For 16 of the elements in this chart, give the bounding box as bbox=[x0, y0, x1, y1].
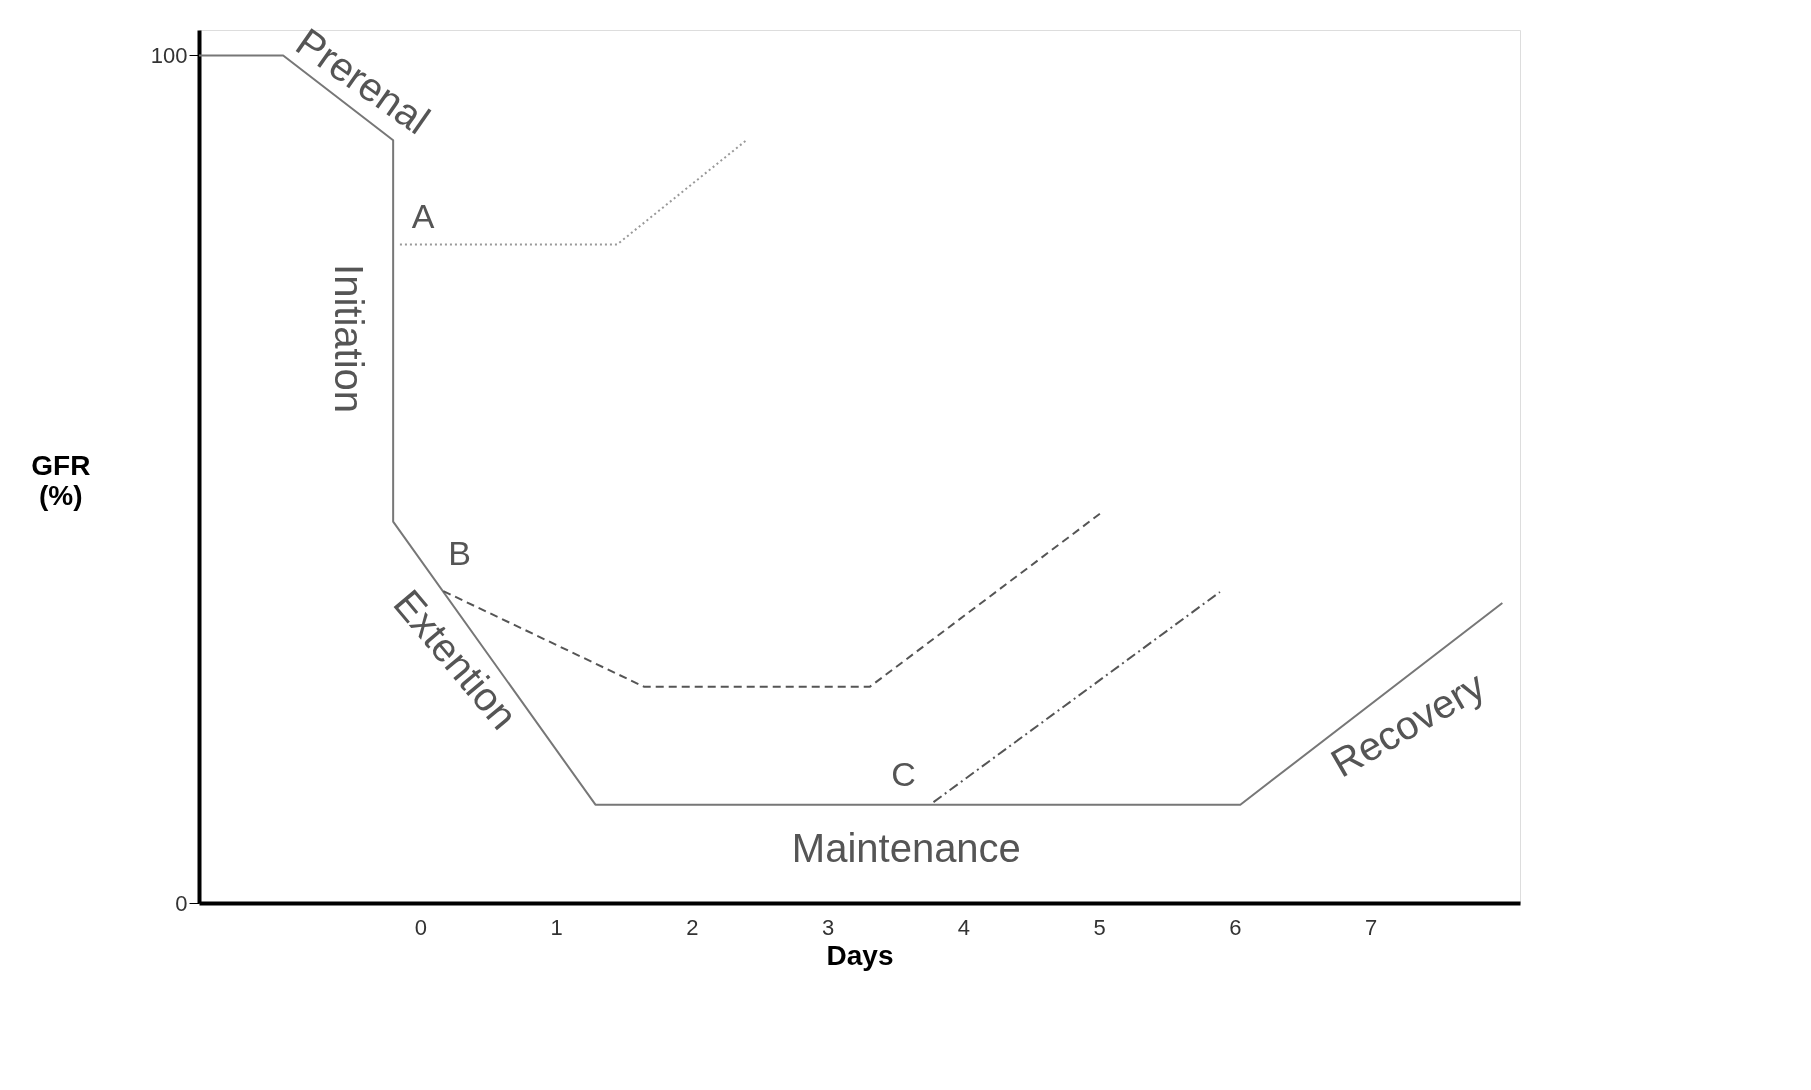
annotation: C bbox=[891, 754, 916, 793]
x-tick-label: 6 bbox=[1229, 914, 1242, 940]
x-tick-label: 1 bbox=[550, 914, 563, 940]
x-tick-label: 4 bbox=[957, 914, 970, 940]
annotation: Initiation bbox=[326, 264, 371, 414]
annotation: A bbox=[411, 197, 435, 236]
x-axis-title: Days bbox=[826, 939, 894, 971]
x-tick-label: 7 bbox=[1365, 914, 1378, 940]
y-axis-title: GFR (%) bbox=[31, 450, 91, 511]
x-tick-label: 0 bbox=[414, 914, 427, 940]
annotation: Maintenance bbox=[791, 826, 1021, 871]
x-tick-label: 5 bbox=[1093, 914, 1106, 940]
annotation: B bbox=[448, 534, 472, 573]
x-tick-label: 2 bbox=[686, 914, 699, 940]
y-tick-label: 100 bbox=[150, 42, 188, 68]
x-tick-label: 3 bbox=[821, 914, 835, 940]
